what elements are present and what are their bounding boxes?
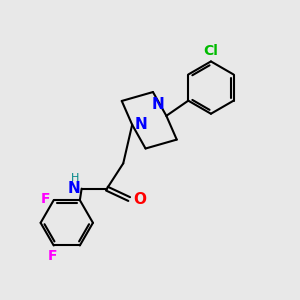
Text: N: N: [134, 117, 147, 132]
Text: N: N: [68, 181, 80, 196]
Text: H: H: [71, 173, 79, 183]
Text: F: F: [47, 249, 57, 263]
Text: N: N: [151, 97, 164, 112]
Text: O: O: [133, 191, 146, 206]
Text: Cl: Cl: [203, 44, 218, 58]
Text: F: F: [40, 192, 50, 206]
